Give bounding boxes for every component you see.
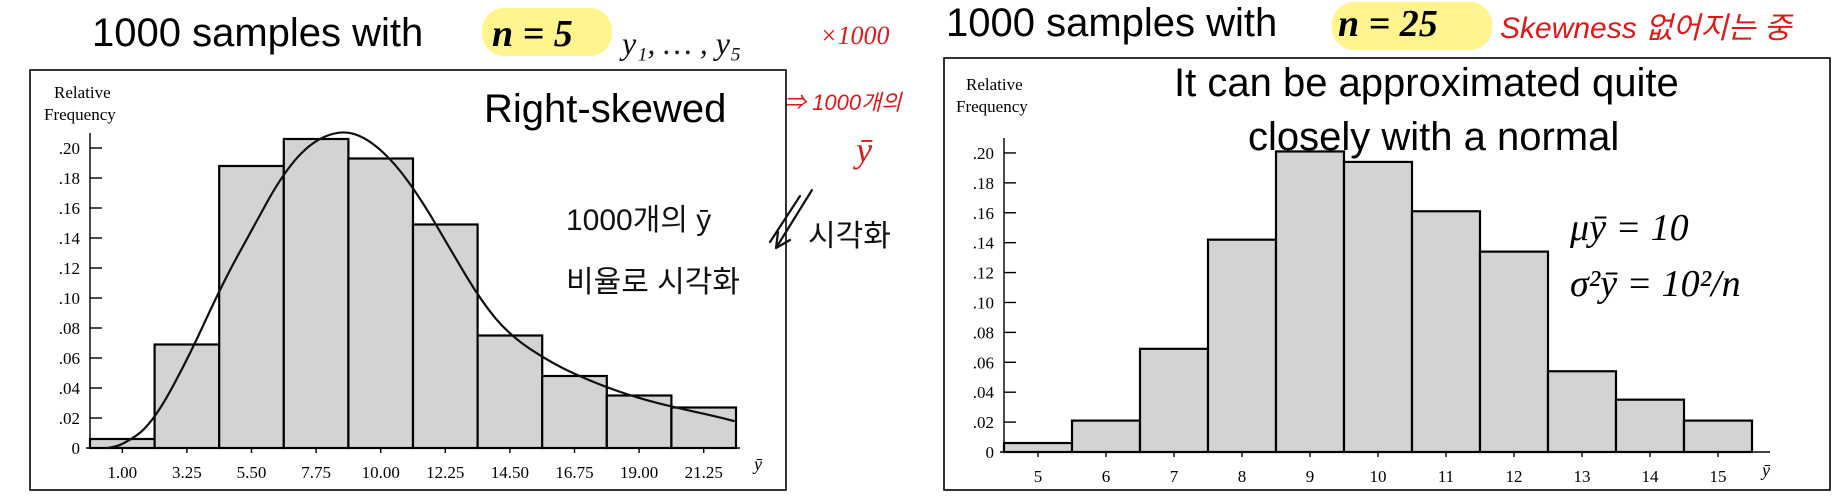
x-tick-label: 14.50: [491, 463, 529, 482]
y-tick-label: .10: [973, 293, 994, 312]
y-tick-label: .20: [59, 139, 80, 158]
left-xlabel: ȳ: [752, 454, 763, 474]
right-heading-highlight: [1332, 2, 1492, 50]
y-tick-label: .16: [973, 204, 994, 223]
y-tick-label: .18: [59, 169, 80, 188]
y-tick-label: .14: [59, 229, 81, 248]
right-xlabel: ȳ: [1760, 460, 1771, 480]
histogram-bar: [1002, 441, 1074, 454]
histogram-bar: [541, 374, 608, 450]
left-heading-highlight: [482, 8, 612, 56]
x-tick-label: 6: [1102, 467, 1111, 486]
left-ylabel-line1: Relative: [54, 83, 111, 102]
right-ylabel-line1: Relative: [966, 75, 1023, 94]
right-chart-frame: [943, 57, 1831, 491]
handwritten-sample-list: y₁, … , y₅: [619, 25, 741, 61]
x-tick-label: 13: [1574, 467, 1591, 486]
handwritten-note-line1: 1000개의 ȳ: [566, 204, 711, 237]
sigma-formula: σ²ȳ = 10²/n: [1570, 263, 1741, 305]
handwritten-note-line2: 비율로 시각화: [566, 266, 740, 299]
mu-formula: μȳ = 10: [1569, 207, 1689, 249]
x-tick-label: 12: [1506, 467, 1523, 486]
approx-note-line2: closely with a normal: [1248, 115, 1619, 159]
x-tick-label: 5: [1034, 467, 1043, 486]
y-tick-label: .02: [973, 413, 994, 432]
handwritten-ybar: ȳ: [853, 130, 873, 170]
x-tick-label: 16.75: [555, 463, 593, 482]
y-tick-label: .04: [973, 383, 995, 402]
y-tick-label: .18: [973, 174, 994, 193]
histogram-bar: [1478, 250, 1550, 454]
x-tick-label: 3.25: [172, 463, 202, 482]
x-tick-label: 12.25: [426, 463, 464, 482]
x-tick-label: 15: [1710, 467, 1727, 486]
approx-note-line1: It can be approximated quite: [1174, 61, 1679, 105]
left-ylabel-line2: Frequency: [44, 105, 116, 124]
histogram-bar: [1070, 419, 1142, 454]
x-tick-label: 14: [1642, 467, 1660, 486]
y-tick-label: .12: [973, 264, 994, 283]
y-tick-label: .02: [59, 409, 80, 428]
right-ylabel-line2: Frequency: [956, 97, 1028, 116]
x-tick-label: 21.25: [685, 463, 723, 482]
y-tick-label: .10: [59, 289, 80, 308]
y-tick-label: .08: [59, 319, 80, 338]
left-panel: 1000 samples with n = 5 y₁, … , y₅ ×1000…: [29, 8, 903, 491]
histogram-bar: [1342, 160, 1414, 454]
left-chart-frame: [29, 69, 787, 491]
y-tick-label: .16: [59, 199, 80, 218]
handwritten-arrow-icon: [768, 188, 814, 250]
y-tick-label: .12: [59, 259, 80, 278]
x-tick-label: 7.75: [301, 463, 331, 482]
histogram-bar: [1546, 370, 1618, 454]
x-tick-label: 19.00: [620, 463, 658, 482]
histogram-bar: [347, 157, 415, 450]
y-tick-label: .14: [973, 234, 995, 253]
handwritten-times-1000: ×1000: [820, 21, 890, 50]
y-tick-label: .20: [973, 144, 994, 163]
histogram-bar: [476, 334, 544, 450]
x-tick-label: 11: [1438, 467, 1454, 486]
histogram-bar: [282, 137, 350, 450]
histogram-bar: [411, 223, 479, 450]
right-skewed-label: Right-skewed: [484, 87, 726, 131]
density-curve-line: [106, 131, 735, 450]
histogram-bar: [1410, 210, 1482, 454]
histogram-bar: [1274, 150, 1346, 454]
x-tick-label: 1.00: [107, 463, 137, 482]
histogram-bar: [1682, 419, 1754, 454]
x-tick-label: 5.50: [237, 463, 267, 482]
histogram-bar: [1138, 347, 1210, 454]
x-tick-label: 10.00: [362, 463, 400, 482]
x-tick-label: 7: [1170, 467, 1179, 486]
left-histogram: 0 .02 .04 .06 .08 .10 .12 .14 .16 .18 .20 1.00 3.25 5…: [59, 131, 740, 482]
handwritten-count-note: ⇒ 1000개의: [784, 90, 903, 115]
x-tick-label: 8: [1238, 467, 1247, 486]
left-heading-prefix: 1000 samples with: [92, 11, 423, 55]
handwritten-skewness-note: Skewness 없어지는 중: [1500, 12, 1794, 45]
handwritten-arrow-note: 시각화: [808, 220, 891, 253]
x-tick-label: 10: [1370, 467, 1387, 486]
y-tick-label: 0: [72, 439, 81, 458]
y-tick-label: .08: [973, 323, 994, 342]
histogram-bar: [1206, 238, 1278, 454]
right-heading-math: n = 25: [1338, 3, 1438, 45]
right-panel: 1000 samples with n = 25 Skewness 없어지는 중…: [943, 1, 1831, 491]
right-histogram: 0 .02 .04 .06 .08 .10 .12 .14 .16 .18 .20 5 6 7 8 9 10 11…: [973, 138, 1770, 486]
x-tick-label: 9: [1306, 467, 1315, 486]
histogram-bar: [1614, 398, 1686, 454]
y-tick-label: .06: [973, 353, 994, 372]
y-tick-label: .04: [59, 379, 81, 398]
right-heading-prefix: 1000 samples with: [946, 1, 1277, 45]
y-tick-label: .06: [59, 349, 80, 368]
left-heading-math: n = 5: [492, 13, 573, 55]
histogram-bar: [218, 164, 285, 450]
y-tick-label: 0: [986, 443, 995, 462]
